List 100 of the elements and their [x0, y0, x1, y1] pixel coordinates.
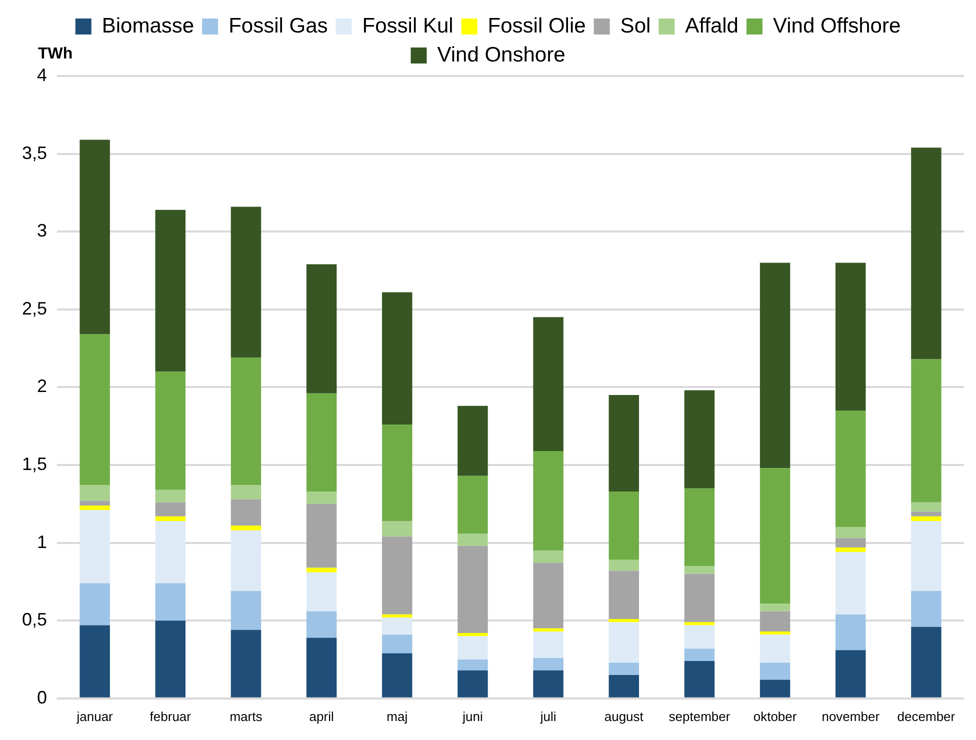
bar — [458, 533, 488, 546]
bar — [911, 502, 942, 512]
legend-label: Affald — [685, 14, 738, 38]
legend-label: Fossil Gas — [228, 14, 328, 38]
bar — [382, 653, 412, 698]
bar — [382, 617, 412, 635]
x-tick-label: september — [668, 708, 731, 724]
bar — [533, 550, 564, 564]
bar — [382, 614, 412, 618]
bar — [306, 638, 337, 698]
bar — [608, 619, 639, 622]
bar — [533, 631, 564, 658]
bar — [458, 636, 488, 660]
bar — [684, 574, 715, 622]
y-tick-label: 3 — [37, 220, 48, 241]
bar — [155, 521, 186, 584]
bar — [760, 262, 790, 468]
bar — [155, 516, 186, 522]
x-tick-label: november — [822, 708, 880, 724]
bar — [684, 661, 715, 698]
bar — [911, 512, 942, 516]
bar — [836, 410, 866, 528]
bar — [608, 491, 639, 560]
bar — [155, 583, 186, 621]
bar — [911, 626, 942, 698]
bar — [80, 500, 110, 506]
bar — [760, 603, 790, 612]
y-tick-label: 1,5 — [22, 454, 48, 474]
bar — [911, 359, 942, 502]
x-tick-label: maj — [386, 708, 408, 724]
bar — [458, 633, 488, 636]
bar — [533, 317, 564, 451]
bar — [458, 660, 488, 670]
y-tick-label: 0,5 — [22, 610, 48, 630]
bar — [80, 505, 110, 510]
bar — [533, 628, 564, 632]
bar — [836, 552, 866, 614]
x-tick-label: januar — [76, 708, 114, 724]
bar — [80, 334, 110, 486]
bar — [911, 516, 942, 522]
bar — [608, 622, 639, 663]
bar — [760, 631, 790, 635]
bar — [382, 536, 412, 614]
bar — [760, 634, 790, 663]
x-tick-label: juli — [539, 708, 556, 724]
bar — [684, 566, 715, 574]
bar — [836, 527, 866, 538]
bar — [230, 358, 262, 486]
bar — [684, 648, 715, 662]
bar — [382, 424, 412, 522]
bar — [533, 658, 564, 670]
y-tick-label: 0 — [37, 687, 48, 708]
bar — [230, 530, 262, 592]
bar — [608, 675, 639, 698]
y-tick-label: 2,5 — [22, 298, 48, 318]
bar — [458, 406, 488, 476]
bar — [306, 393, 337, 492]
bar — [533, 563, 564, 628]
bar — [306, 611, 337, 638]
bar — [382, 521, 412, 537]
bar — [458, 670, 488, 698]
bar — [230, 206, 262, 358]
bar — [306, 504, 337, 568]
bar — [684, 622, 715, 626]
bar — [608, 394, 639, 492]
bar — [306, 264, 337, 394]
bar — [684, 625, 715, 649]
bar — [306, 572, 337, 612]
bar — [608, 570, 639, 620]
y-tick-label: 3,5 — [22, 142, 48, 163]
bar — [306, 568, 337, 572]
bar — [458, 546, 488, 634]
legend-label: Fossil Olie — [488, 14, 586, 38]
bar — [155, 490, 186, 502]
legend-label: Fossil Kul — [362, 14, 454, 38]
bar — [230, 591, 262, 630]
bar — [608, 560, 639, 571]
x-tick-label: februar — [150, 708, 192, 724]
bar — [80, 510, 110, 584]
bar — [911, 148, 942, 360]
bar — [533, 670, 564, 698]
x-tick-label: august — [604, 708, 644, 724]
bar — [836, 650, 866, 698]
bar — [836, 538, 866, 548]
x-tick-label: juni — [462, 708, 483, 724]
bar — [155, 210, 186, 372]
bar — [80, 485, 110, 501]
bar — [306, 491, 337, 504]
bar — [458, 476, 488, 534]
y-axis-title: TWh — [38, 45, 73, 62]
bar — [911, 521, 942, 592]
bar — [684, 488, 715, 566]
bar — [836, 614, 866, 650]
bar — [230, 526, 262, 530]
bar — [760, 662, 790, 680]
bar — [836, 262, 866, 411]
bar — [684, 390, 715, 488]
bar — [230, 630, 262, 698]
bar — [911, 591, 942, 627]
x-tick-label: oktober — [753, 708, 798, 724]
